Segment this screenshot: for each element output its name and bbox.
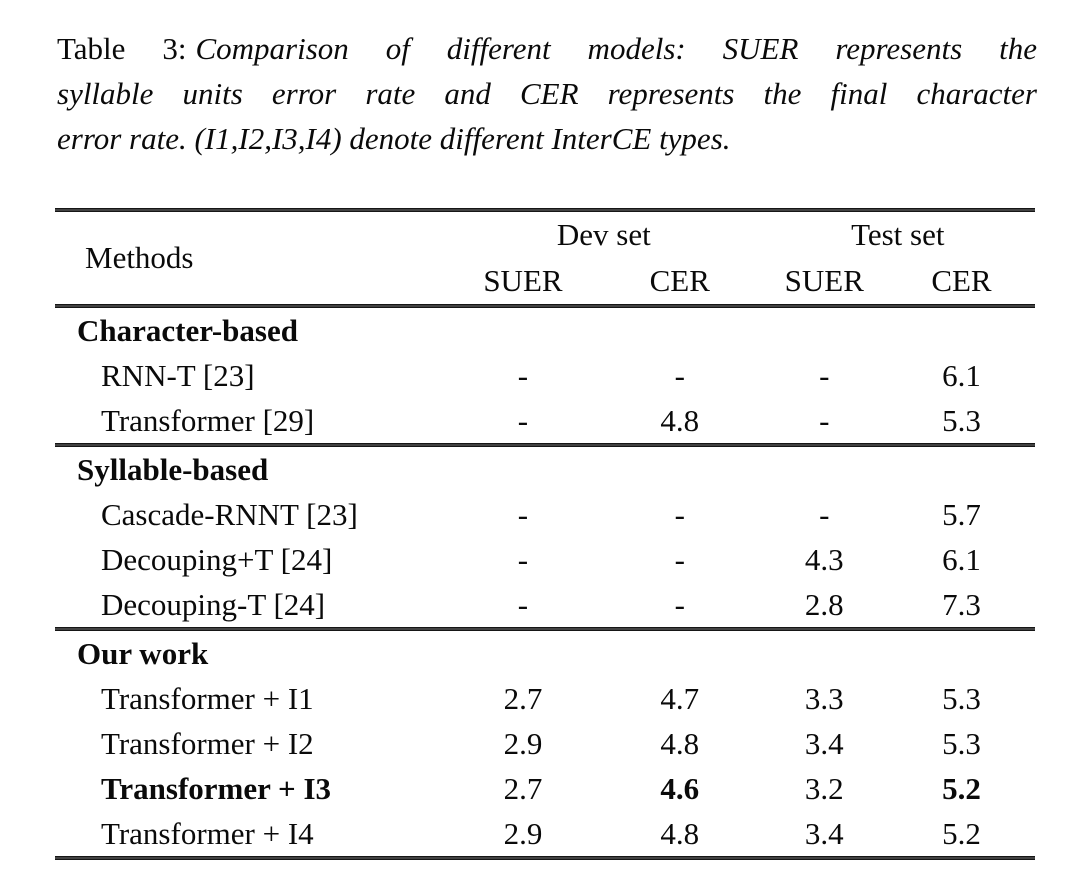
- section-title-row: Our work: [55, 631, 1035, 676]
- value-cell: 5.3: [942, 402, 981, 438]
- method-cell: Decouping+T [24]: [101, 541, 333, 577]
- value-cell: 3.4: [804, 725, 844, 761]
- table-row: Cascade-RNNT [23] - - - 5.7: [55, 492, 1035, 537]
- col-header-suer-test: SUER: [784, 263, 864, 298]
- value-cell-best: 4.6: [660, 770, 700, 806]
- section-title: Syllable-based: [77, 451, 269, 487]
- value-cell: 5.3: [942, 725, 981, 761]
- value-cell: -: [517, 357, 529, 393]
- caption-line-1: Table 3: Comparison of different models: …: [57, 26, 1037, 71]
- value-cell: 4.8: [660, 725, 700, 761]
- value-cell: 5.7: [942, 496, 981, 532]
- value-cell: 5.2: [942, 815, 981, 851]
- value-cell: 2.9: [503, 725, 543, 761]
- section-rule: [55, 443, 1035, 447]
- method-cell: Cascade-RNNT [23]: [101, 496, 358, 532]
- top-rule: [55, 208, 1035, 212]
- value-cell: -: [819, 357, 830, 393]
- value-cell: -: [674, 541, 685, 577]
- value-cell-best: 5.2: [942, 770, 981, 806]
- table-row: Transformer + I2 2.9 4.8 3.4 5.3: [55, 721, 1035, 766]
- method-cell: Decouping-T [24]: [101, 586, 326, 622]
- method-cell: Transformer + I1: [101, 680, 314, 716]
- table-row: Decouping-T [24] - - 2.8 7.3: [55, 582, 1035, 627]
- table-row: Transformer [29] - 4.8 - 5.3: [55, 398, 1035, 443]
- method-cell: RNN-T [23]: [101, 357, 255, 393]
- group-header-dev-set: Dev set: [556, 217, 651, 252]
- col-header-cer-dev: CER: [649, 263, 710, 298]
- header-rule: [55, 304, 1035, 308]
- caption-line-3: error rate. (I1,I2,I3,I4) denote differe…: [57, 121, 731, 156]
- value-cell: 4.3: [804, 541, 844, 577]
- value-cell: 4.8: [660, 402, 700, 438]
- value-cell: 3.4: [804, 815, 844, 851]
- section-rule: [55, 627, 1035, 631]
- value-cell: 6.1: [942, 357, 981, 393]
- value-cell: -: [517, 541, 529, 577]
- value-cell: 7.3: [942, 586, 981, 622]
- value-cell: -: [517, 496, 529, 532]
- table-row-best: Transformer + I3 2.7 4.6 3.2 5.2: [55, 766, 1035, 811]
- value-cell: 3.2: [804, 770, 844, 806]
- bottom-rule: [55, 856, 1035, 860]
- table-row: RNN-T [23] - - - 6.1: [55, 353, 1035, 398]
- table-caption: Table 3: Comparison of different models: …: [57, 26, 1037, 161]
- value-cell: 3.3: [804, 680, 844, 716]
- value-cell: 2.9: [503, 815, 543, 851]
- table-row: Transformer + I4 2.9 4.8 3.4 5.2: [55, 811, 1035, 856]
- method-cell: Transformer + I2: [101, 725, 314, 761]
- col-header-cer-test: CER: [931, 263, 992, 298]
- col-header-suer-dev: SUER: [483, 263, 563, 298]
- value-cell: -: [674, 586, 685, 622]
- table-header: Methods Dev set Test set SUER CER SUER C…: [55, 212, 1035, 304]
- section-title: Our work: [77, 635, 209, 671]
- value-cell: 2.8: [804, 586, 844, 622]
- value-cell: 6.1: [942, 541, 981, 577]
- group-header-test-set: Test set: [851, 217, 945, 252]
- caption-text-1: Comparison of different models: SUER rep…: [195, 31, 1037, 66]
- col-header-methods: Methods: [85, 240, 194, 275]
- value-cell: 5.3: [942, 680, 981, 716]
- value-cell: -: [517, 586, 529, 622]
- value-cell: 4.8: [660, 815, 700, 851]
- section-title-row: Syllable-based: [55, 447, 1035, 492]
- method-cell: Transformer [29]: [101, 402, 315, 438]
- method-cell: Transformer + I3: [101, 770, 332, 806]
- value-cell: -: [819, 402, 830, 438]
- section-title-row: Character-based: [55, 308, 1035, 353]
- value-cell: -: [674, 357, 685, 393]
- caption-line-2: syllable units error rate and CER repres…: [57, 76, 1037, 111]
- section-title: Character-based: [77, 312, 298, 348]
- value-cell: 2.7: [503, 680, 543, 716]
- value-cell: -: [517, 402, 529, 438]
- method-cell: Transformer + I4: [101, 815, 314, 851]
- value-cell: -: [674, 496, 685, 532]
- value-cell: 2.7: [503, 770, 543, 806]
- value-cell: -: [819, 496, 830, 532]
- value-cell: 4.7: [660, 680, 700, 716]
- results-table: Methods Dev set Test set SUER CER SUER C…: [55, 208, 1035, 860]
- table-row: Decouping+T [24] - - 4.3 6.1: [55, 537, 1035, 582]
- caption-label: Table 3:: [57, 31, 187, 66]
- table-row: Transformer + I1 2.7 4.7 3.3 5.3: [55, 676, 1035, 721]
